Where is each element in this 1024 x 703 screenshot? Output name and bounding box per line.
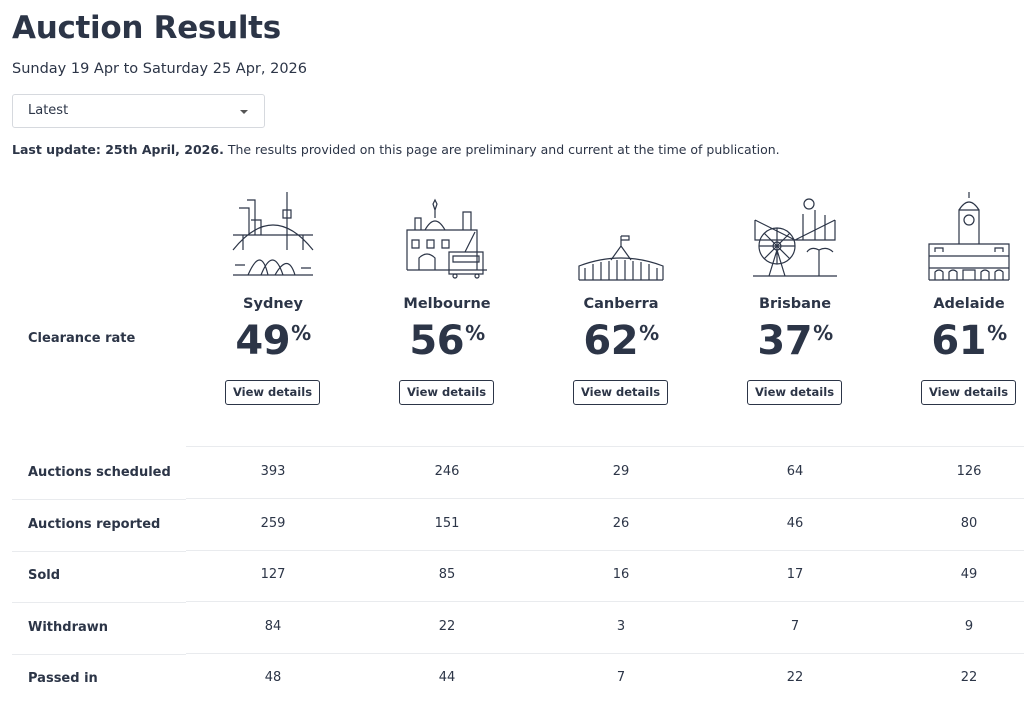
row-separator — [12, 602, 186, 604]
row-label: Auctions scheduled — [28, 465, 171, 480]
table-cell: 22 — [438, 618, 456, 634]
table-cell: 7 — [790, 618, 800, 634]
row-label: Auctions reported — [28, 516, 161, 532]
melbourne-icon — [406, 198, 487, 279]
period-dropdown[interactable]: Latest — [12, 94, 265, 128]
update-notice: Last update: 25th April, 2026. The resul… — [12, 142, 780, 157]
city-name: Brisbane — [758, 296, 832, 312]
brisbane-icon — [753, 198, 837, 277]
table-cell: 49 — [960, 567, 978, 583]
clearance-unit: % — [639, 321, 659, 345]
city-name: Canberra — [583, 296, 659, 312]
clearance-value: 61 — [931, 318, 987, 364]
table-cell: 22 — [960, 670, 978, 686]
table-cell: 16 — [612, 567, 630, 583]
clearance-unit: % — [987, 321, 1007, 345]
row-separator — [186, 498, 1024, 499]
city-name: Sydney — [243, 296, 303, 312]
table-cell: 80 — [960, 515, 978, 531]
table-cell: 17 — [786, 567, 804, 583]
clearance-value: 37 — [757, 318, 813, 364]
table-cell: 393 — [260, 464, 286, 479]
page-title: Auction Results — [12, 10, 281, 46]
clearance-value: 56 — [409, 318, 465, 364]
table-cell: 22 — [786, 670, 804, 686]
dropdown-value: Latest — [28, 103, 69, 118]
canberra-icon — [578, 235, 664, 281]
table-cell: 85 — [438, 567, 456, 583]
table-cell: 7 — [616, 670, 626, 686]
row-label: Sold — [28, 568, 61, 584]
view-details-button[interactable]: View details — [747, 380, 842, 405]
adelaide-icon — [928, 192, 1010, 281]
table-cell: 9 — [964, 618, 974, 634]
view-details-button[interactable]: View details — [921, 380, 1016, 405]
table-cell: 29 — [612, 464, 630, 479]
row-separator — [12, 550, 186, 552]
table-cell: 127 — [260, 567, 286, 583]
table-cell: 84 — [264, 618, 282, 634]
table-cell: 26 — [612, 515, 630, 531]
table-cell: 126 — [956, 464, 982, 479]
table-cell: 259 — [260, 515, 286, 531]
update-text: The results provided on this page are pr… — [227, 142, 780, 157]
table-cell: 64 — [786, 464, 804, 479]
row-label: Withdrawn — [28, 619, 109, 635]
clearance-unit: % — [465, 321, 485, 345]
clearance-rate: 37% — [708, 318, 882, 364]
clearance-label: Clearance rate — [28, 331, 136, 346]
clearance-rate: 49% — [186, 318, 360, 364]
clearance-unit: % — [291, 321, 311, 345]
table-cell: 151 — [434, 515, 460, 531]
row-separator — [186, 652, 1024, 654]
row-separator — [186, 446, 1024, 447]
row-separator — [186, 549, 1024, 551]
row-separator — [12, 499, 186, 500]
clearance-unit: % — [813, 321, 833, 345]
dropdown-caret — [240, 110, 248, 114]
sydney-icon — [232, 192, 314, 276]
clearance-rate: 56% — [360, 318, 534, 364]
clearance-rate: 62% — [534, 318, 708, 364]
table-cell: 48 — [264, 670, 282, 686]
table-cell: 246 — [434, 464, 460, 479]
clearance-rate: 61% — [882, 318, 1024, 364]
view-details-button[interactable]: View details — [399, 380, 494, 405]
clearance-value: 49 — [235, 318, 291, 364]
clearance-value: 62 — [583, 318, 639, 364]
row-separator — [12, 653, 186, 655]
row-separator — [186, 601, 1024, 603]
date-range: Sunday 19 Apr to Saturday 25 Apr, 2026 — [12, 61, 307, 77]
view-details-button[interactable]: View details — [225, 380, 320, 405]
city-name: Adelaide — [933, 296, 1005, 312]
city-icons — [232, 192, 1010, 281]
table-cell: 44 — [438, 670, 456, 686]
view-details-button[interactable]: View details — [573, 380, 668, 405]
table-cell: 3 — [616, 618, 626, 634]
update-label: Last update: 25th April, 2026. — [12, 142, 224, 157]
city-name: Melbourne — [403, 296, 491, 312]
row-label: Passed in — [28, 671, 98, 687]
table-cell: 46 — [786, 515, 804, 531]
